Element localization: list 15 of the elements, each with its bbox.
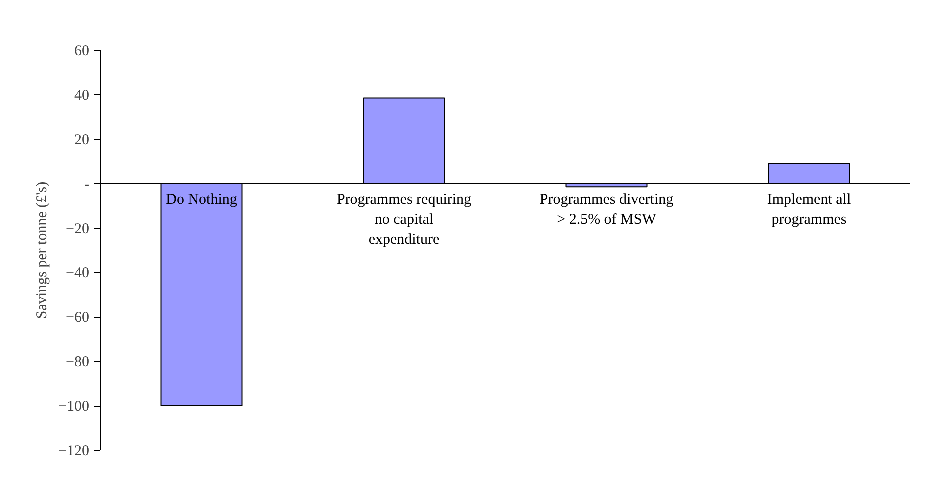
x-tick-label: Programmes diverting > 2.5% of MSW xyxy=(540,192,674,228)
y-tick-label: −40 xyxy=(66,266,90,282)
y-tick-label: 20 xyxy=(74,132,90,148)
x-tick-label: Do Nothing xyxy=(166,192,238,208)
y-tick-label: −80 xyxy=(66,354,90,371)
x-tick-label: Programmes requiring no capital expenditure xyxy=(336,192,472,248)
y-axis-title: Savings per tonne (£'s) xyxy=(34,182,51,320)
y-tick-label: −60 xyxy=(66,310,90,326)
y-tick-label: 40 xyxy=(74,88,90,104)
y-tick-label: 60 xyxy=(74,44,90,60)
y-tick-label: - xyxy=(84,176,90,193)
y-tick-label: −120 xyxy=(58,444,90,460)
y-tick-label: −20 xyxy=(66,221,90,238)
y-tick-label: −100 xyxy=(58,399,90,416)
x-tick-label: Implement all programmes xyxy=(767,192,852,228)
